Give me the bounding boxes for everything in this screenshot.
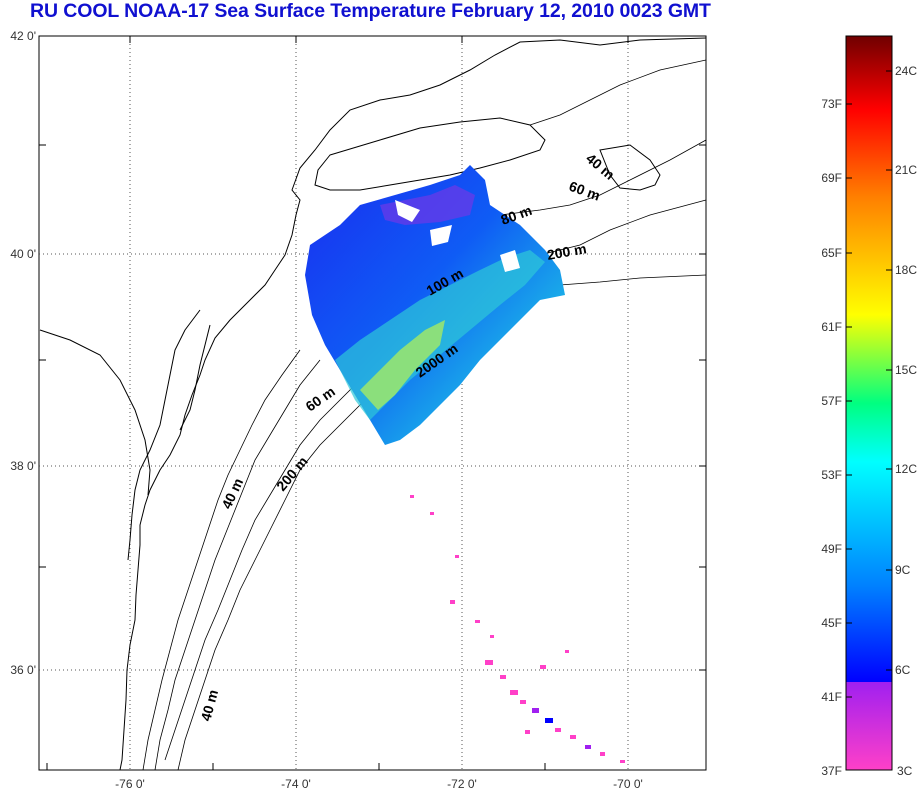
sst-pixel: [540, 665, 546, 669]
sst-pixel: [510, 690, 518, 695]
longitude-axis: -76 0' -74 0' -72 0' -70 0': [46, 36, 643, 791]
colorbar-label-6c: 6C: [895, 663, 911, 677]
colorbar-label-9c: 9C: [895, 563, 911, 577]
sst-pixel: [532, 708, 539, 713]
cloud-gap-3: [500, 250, 520, 272]
colorbar-label-3c: 3C: [897, 764, 913, 778]
lat-tick-label-42: 42 0': [10, 29, 36, 43]
sst-pixel: [565, 650, 569, 653]
colorbar-label-57f: 57F: [821, 394, 842, 408]
sst-pixel: [525, 730, 530, 734]
cape-cod-outline: [599, 144, 661, 191]
sst-pixel: [555, 728, 561, 732]
lat-tick-label-36: 36 0': [10, 663, 36, 677]
sst-pixel: [475, 620, 480, 623]
colorbar-label-41f: 41F: [821, 690, 842, 704]
lon-tick-label-74: -74 0': [281, 777, 311, 791]
sst-pixel: [455, 555, 459, 558]
cloud-gap-2: [430, 225, 452, 246]
potomac-outline: [39, 329, 151, 496]
contour-60m-south: [154, 359, 321, 771]
temperature-colorbar: 73F 69F 65F 61F 57F 53F 49F 45F 41F 37F …: [821, 35, 917, 778]
contour-40m-north: [529, 59, 707, 126]
sst-pixel: [500, 675, 506, 679]
colorbar-label-53f: 53F: [821, 468, 842, 482]
sst-pixel: [570, 735, 576, 739]
coastline: [39, 37, 707, 771]
lat-tick-marks: [39, 144, 706, 671]
lat-tick-label-40: 40 0': [10, 247, 36, 261]
sst-pixel: [410, 495, 414, 498]
colorbar-label-21c: 21C: [895, 163, 917, 177]
lon-tick-marks: [46, 36, 629, 770]
contour-40m-south: [142, 349, 301, 771]
coastline-main: [119, 37, 707, 771]
colorbar-label-37f: 37F: [821, 764, 842, 778]
sst-scattered-pixels: [410, 495, 625, 763]
colorbar-celsius-labels: 24C 21C 18C 15C 12C 9C 6C 3C: [895, 64, 917, 778]
latitude-axis: 42 0' 40 0' 38 0' 36 0': [10, 29, 706, 677]
sst-pixel: [600, 752, 605, 756]
lon-tick-label-70: -70 0': [613, 777, 643, 791]
colorbar-label-49f: 49F: [821, 542, 842, 556]
lat-tick-label-38: 38 0': [10, 459, 36, 473]
map-panel: 40 m 60 m 80 m 200 m 100 m 2000 m 60 m 2…: [38, 35, 707, 771]
sst-pixel: [620, 760, 625, 763]
sst-pixel: [585, 745, 591, 749]
sst-pixel: [520, 700, 526, 704]
sst-pixel: [430, 512, 434, 515]
sst-swath: [305, 165, 565, 445]
contour-label-200m-north: 200 m: [546, 240, 588, 263]
colorbar-label-45f: 45F: [821, 616, 842, 630]
colorbar-label-73f: 73F: [821, 97, 842, 111]
sst-pixel: [485, 660, 493, 665]
colorbar-label-69f: 69F: [821, 171, 842, 185]
colorbar-label-24c: 24C: [895, 64, 917, 78]
colorbar-fahrenheit-labels: 73F 69F 65F 61F 57F 53F 49F 45F 41F 37F: [821, 97, 842, 778]
cloud-gap-1: [395, 200, 420, 222]
colorbar-label-18c: 18C: [895, 263, 917, 277]
sst-pixel: [545, 718, 553, 723]
colorbar-label-15c: 15C: [895, 363, 917, 377]
contour-60m-north: [469, 139, 707, 226]
contour-label-40m-south: 40 m: [197, 688, 221, 723]
delaware-bay-outline: [179, 324, 211, 431]
sst-gulfstream-edge: [360, 320, 445, 410]
lon-tick-label-72: -72 0': [447, 777, 477, 791]
colorbar-gradient: [845, 35, 893, 771]
long-island-outline: [314, 117, 546, 191]
lon-tick-label-76: -76 0': [115, 777, 145, 791]
colorbar-label-61f: 61F: [821, 320, 842, 334]
colorbar-ticks: [846, 70, 892, 698]
sst-pixel: [450, 600, 455, 604]
chesapeake-bay-outline: [127, 309, 201, 561]
colorbar-label-65f: 65F: [821, 246, 842, 260]
sst-pixel: [490, 635, 494, 638]
colorbar-label-12c: 12C: [895, 462, 917, 476]
map-title: RU COOL NOAA-17 Sea Surface Temperature …: [30, 0, 711, 22]
